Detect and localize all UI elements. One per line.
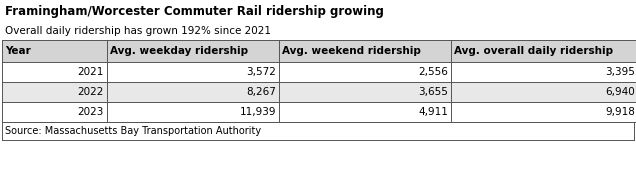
Text: 3,655: 3,655 [418, 87, 448, 97]
Bar [2, 22, 634, 40]
Bar [2, 62, 636, 82]
Bar [2, 82, 636, 102]
Text: 8,267: 8,267 [246, 87, 276, 97]
Text: Avg. overall daily ridership: Avg. overall daily ridership [454, 46, 613, 56]
Text: 2023: 2023 [78, 107, 104, 117]
Text: 2022: 2022 [78, 87, 104, 97]
Text: 2,556: 2,556 [418, 67, 448, 77]
Bar [2, 0, 634, 22]
Text: 2021: 2021 [78, 67, 104, 77]
Text: Source: Massachusetts Bay Transportation Authority: Source: Massachusetts Bay Transportation… [5, 126, 261, 136]
Text: Year: Year [5, 46, 31, 56]
Text: 11,939: 11,939 [240, 107, 276, 117]
Text: Avg. weekday ridership: Avg. weekday ridership [110, 46, 248, 56]
Text: 6,940: 6,940 [605, 87, 635, 97]
Bar [2, 122, 634, 140]
Text: 3,395: 3,395 [605, 67, 635, 77]
Text: Avg. weekend ridership: Avg. weekend ridership [282, 46, 421, 56]
Bar [2, 102, 636, 122]
Bar [2, 40, 636, 62]
Text: Overall daily ridership has grown 192% since 2021: Overall daily ridership has grown 192% s… [5, 26, 271, 36]
Text: 3,572: 3,572 [246, 67, 276, 77]
Text: 4,911: 4,911 [418, 107, 448, 117]
Text: Framingham/Worcester Commuter Rail ridership growing: Framingham/Worcester Commuter Rail rider… [5, 4, 384, 18]
Text: 9,918: 9,918 [605, 107, 635, 117]
